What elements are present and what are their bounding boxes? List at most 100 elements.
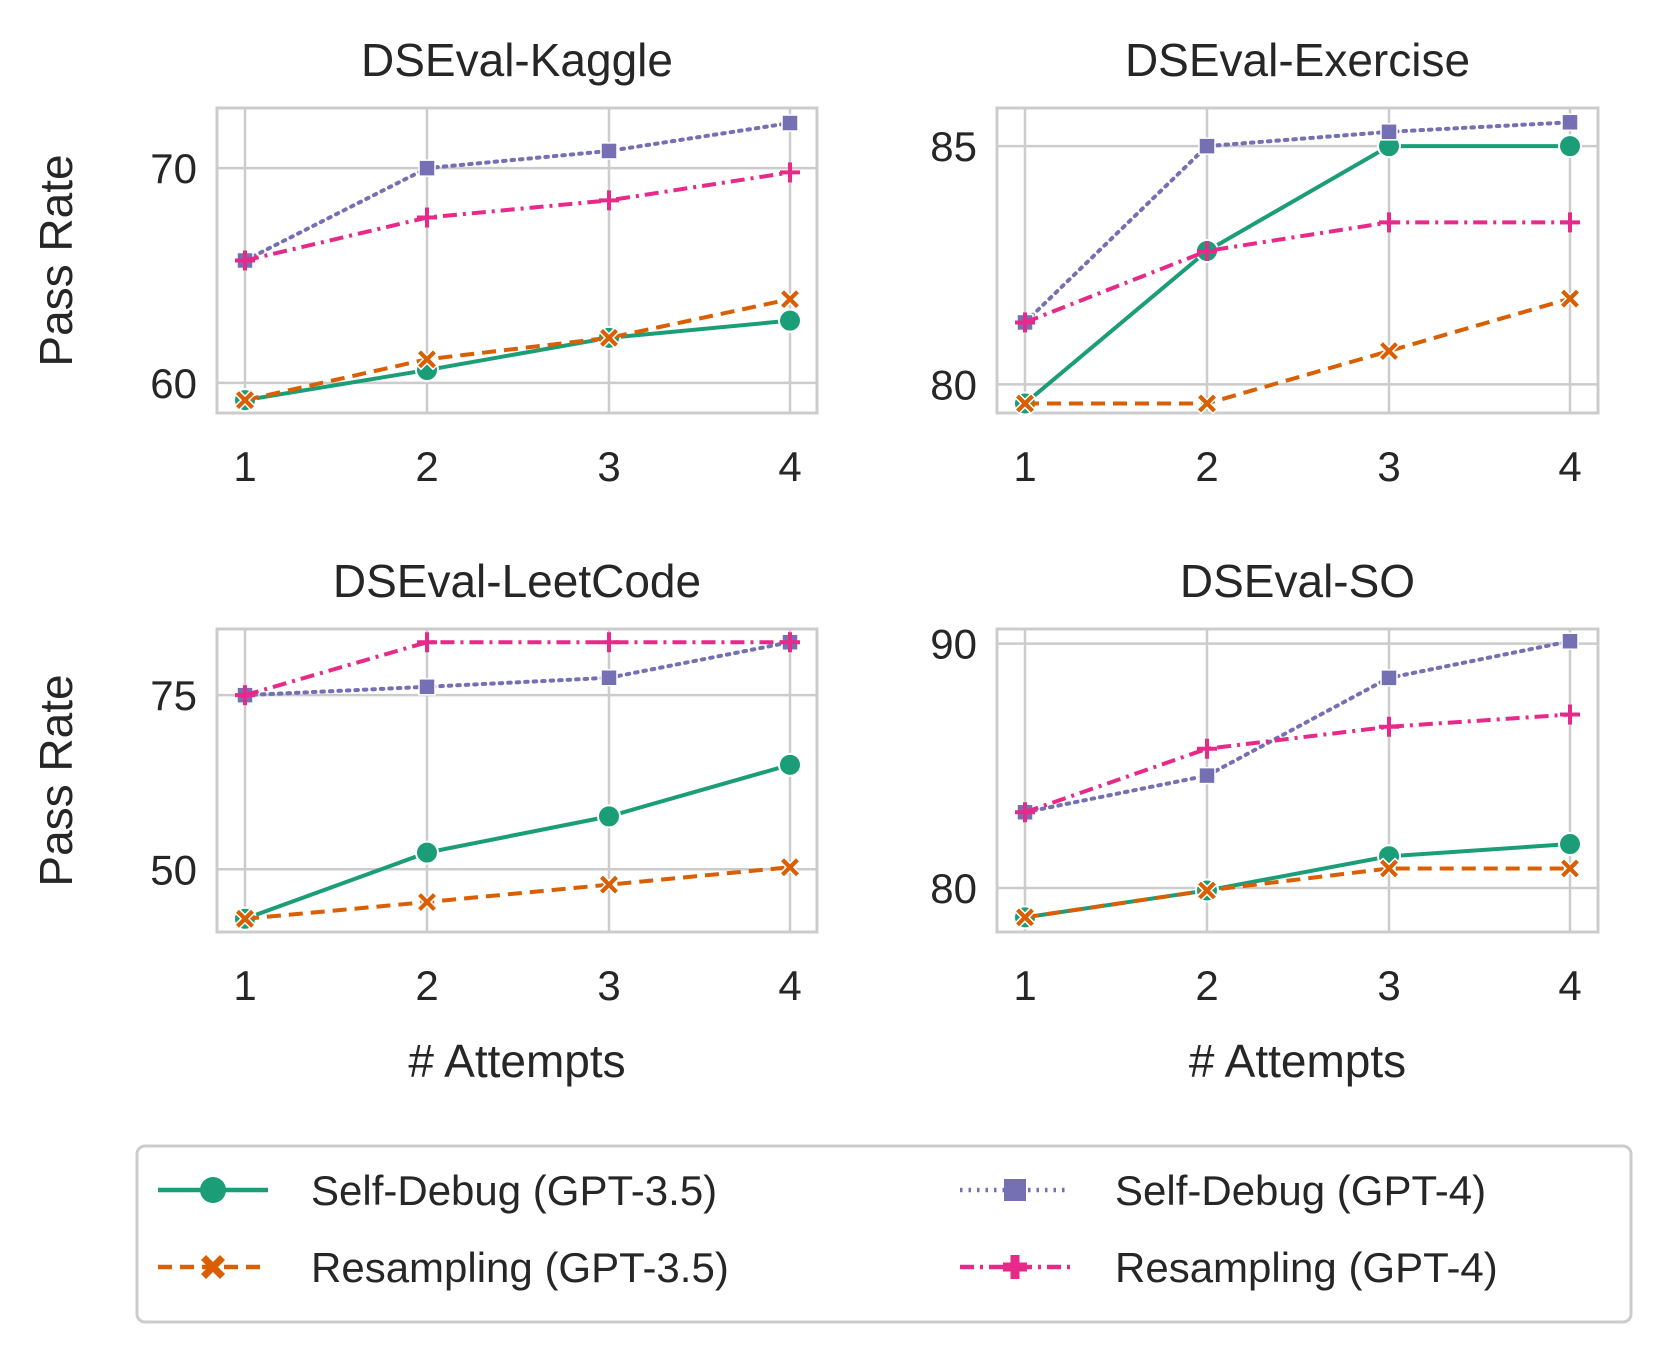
- panel-4: DSEval-SO 80 90 1 2 3 4 # Attempts: [930, 555, 1600, 1087]
- data-point: [1558, 134, 1582, 159]
- x-tick-label: 4: [778, 443, 801, 490]
- x-tick-label: 3: [597, 443, 620, 490]
- data-point: [415, 890, 439, 914]
- data-point: [418, 678, 436, 696]
- series-line-3: [1024, 712, 1571, 815]
- series-line-1: [244, 865, 791, 921]
- series-line-1: [244, 297, 791, 403]
- y-tick-label: 50: [150, 846, 197, 893]
- data-point: [600, 142, 618, 160]
- data-point: [1379, 716, 1399, 737]
- legend-item: Self-Debug (GPT-3.5): [158, 1167, 717, 1214]
- axes-frame: [995, 627, 1600, 934]
- y-axis-label: Pass Rate: [30, 674, 82, 886]
- panel-title: DSEval-Exercise: [1125, 34, 1470, 86]
- x-tick-label: 1: [233, 443, 256, 490]
- data-point: [1560, 212, 1580, 233]
- data-point: [235, 685, 255, 706]
- data-point: [1377, 339, 1401, 363]
- data-point: [1013, 906, 1037, 929]
- x-tick-label: 1: [233, 962, 256, 1009]
- x-tick-label: 2: [415, 962, 438, 1009]
- panel-title: DSEval-SO: [1180, 555, 1415, 607]
- data-point: [1561, 113, 1579, 132]
- panel-3: DSEval-LeetCode 50 75 1 2 3 4 Pass Rate # Attemp…: [30, 555, 819, 1087]
- legend-item: Resampling (GPT-4): [960, 1244, 1498, 1291]
- data-point: [597, 804, 621, 829]
- data-point: [1198, 766, 1216, 785]
- y-axis-label: Pass Rate: [30, 154, 82, 366]
- y-tick-label: 80: [930, 361, 977, 408]
- series-line-1: [1024, 866, 1570, 920]
- x-tick-label: 3: [1377, 443, 1400, 490]
- panel-title: DSEval-Kaggle: [361, 34, 673, 86]
- data-point: [778, 752, 802, 777]
- series-line-1: [1025, 296, 1571, 406]
- data-point: [1013, 392, 1037, 415]
- data-point: [1015, 802, 1035, 823]
- data-point: [1379, 212, 1399, 233]
- data-point: [1380, 123, 1398, 141]
- x-tick-label: 2: [1195, 443, 1218, 490]
- x-tick-label: 4: [1558, 443, 1581, 490]
- legend-marker: [1004, 1179, 1026, 1201]
- legend-label: Self-Debug (GPT-3.5): [311, 1167, 717, 1214]
- panel-2: DSEval-Exercise 80 85 1 2 3 4: [930, 34, 1600, 490]
- y-tick-label: 85: [930, 123, 977, 170]
- y-tick-label: 70: [150, 145, 197, 192]
- data-point: [597, 326, 621, 349]
- y-tick-label: 90: [930, 621, 977, 668]
- data-point: [780, 162, 800, 183]
- x-axis-label: # Attempts: [408, 1035, 625, 1087]
- series-line-2: [243, 640, 792, 698]
- data-point: [599, 632, 619, 653]
- panel-1: DSEval-Kaggle 60 70 1 2 3 4 Pass Rate: [30, 34, 819, 490]
- legend-label: Self-Debug (GPT-4): [1115, 1167, 1486, 1214]
- x-axis-label: # Attempts: [1189, 1035, 1406, 1087]
- legend-marker: [201, 1255, 225, 1279]
- data-point: [233, 389, 257, 412]
- data-point: [415, 840, 439, 865]
- data-point: [418, 159, 436, 177]
- data-point: [1015, 312, 1035, 333]
- data-point: [778, 288, 802, 311]
- legend-marker: [200, 1177, 226, 1203]
- data-point: [599, 190, 619, 211]
- data-point: [1380, 669, 1398, 687]
- axes-frame: [215, 106, 819, 415]
- data-point: [1377, 857, 1401, 880]
- y-tick-label: 75: [150, 672, 197, 719]
- series-line-3: [244, 170, 791, 263]
- data-point: [1558, 832, 1582, 857]
- x-tick-label: 1: [1013, 443, 1036, 490]
- series-line-2: [243, 121, 792, 263]
- axes-frame: [215, 627, 819, 934]
- legend-item: Resampling (GPT-3.5): [158, 1244, 729, 1291]
- data-point: [1198, 137, 1216, 155]
- data-point: [1558, 857, 1582, 880]
- data-point: [1560, 704, 1580, 725]
- legend-label: Resampling (GPT-3.5): [311, 1244, 729, 1291]
- data-point: [1558, 287, 1582, 310]
- data-point: [417, 207, 437, 228]
- legend-item: Self-Debug (GPT-4): [960, 1167, 1486, 1214]
- data-point: [1195, 879, 1219, 902]
- data-point: [235, 250, 255, 271]
- data-point: [597, 873, 621, 896]
- series-line-0: [244, 318, 791, 403]
- data-point: [1197, 240, 1217, 261]
- x-tick-label: 3: [1377, 962, 1400, 1009]
- panel-title: DSEval-LeetCode: [333, 555, 701, 607]
- x-tick-label: 1: [1013, 962, 1036, 1009]
- data-point: [417, 632, 437, 653]
- data-point: [233, 907, 257, 930]
- data-point: [780, 632, 800, 653]
- data-point: [1197, 738, 1217, 759]
- data-point: [1195, 392, 1219, 415]
- x-tick-label: 3: [597, 962, 620, 1009]
- x-tick-label: 4: [1558, 962, 1581, 1009]
- data-point: [778, 856, 802, 879]
- series-line-3: [1024, 220, 1570, 325]
- data-point: [415, 348, 439, 371]
- y-tick-label: 60: [150, 360, 197, 407]
